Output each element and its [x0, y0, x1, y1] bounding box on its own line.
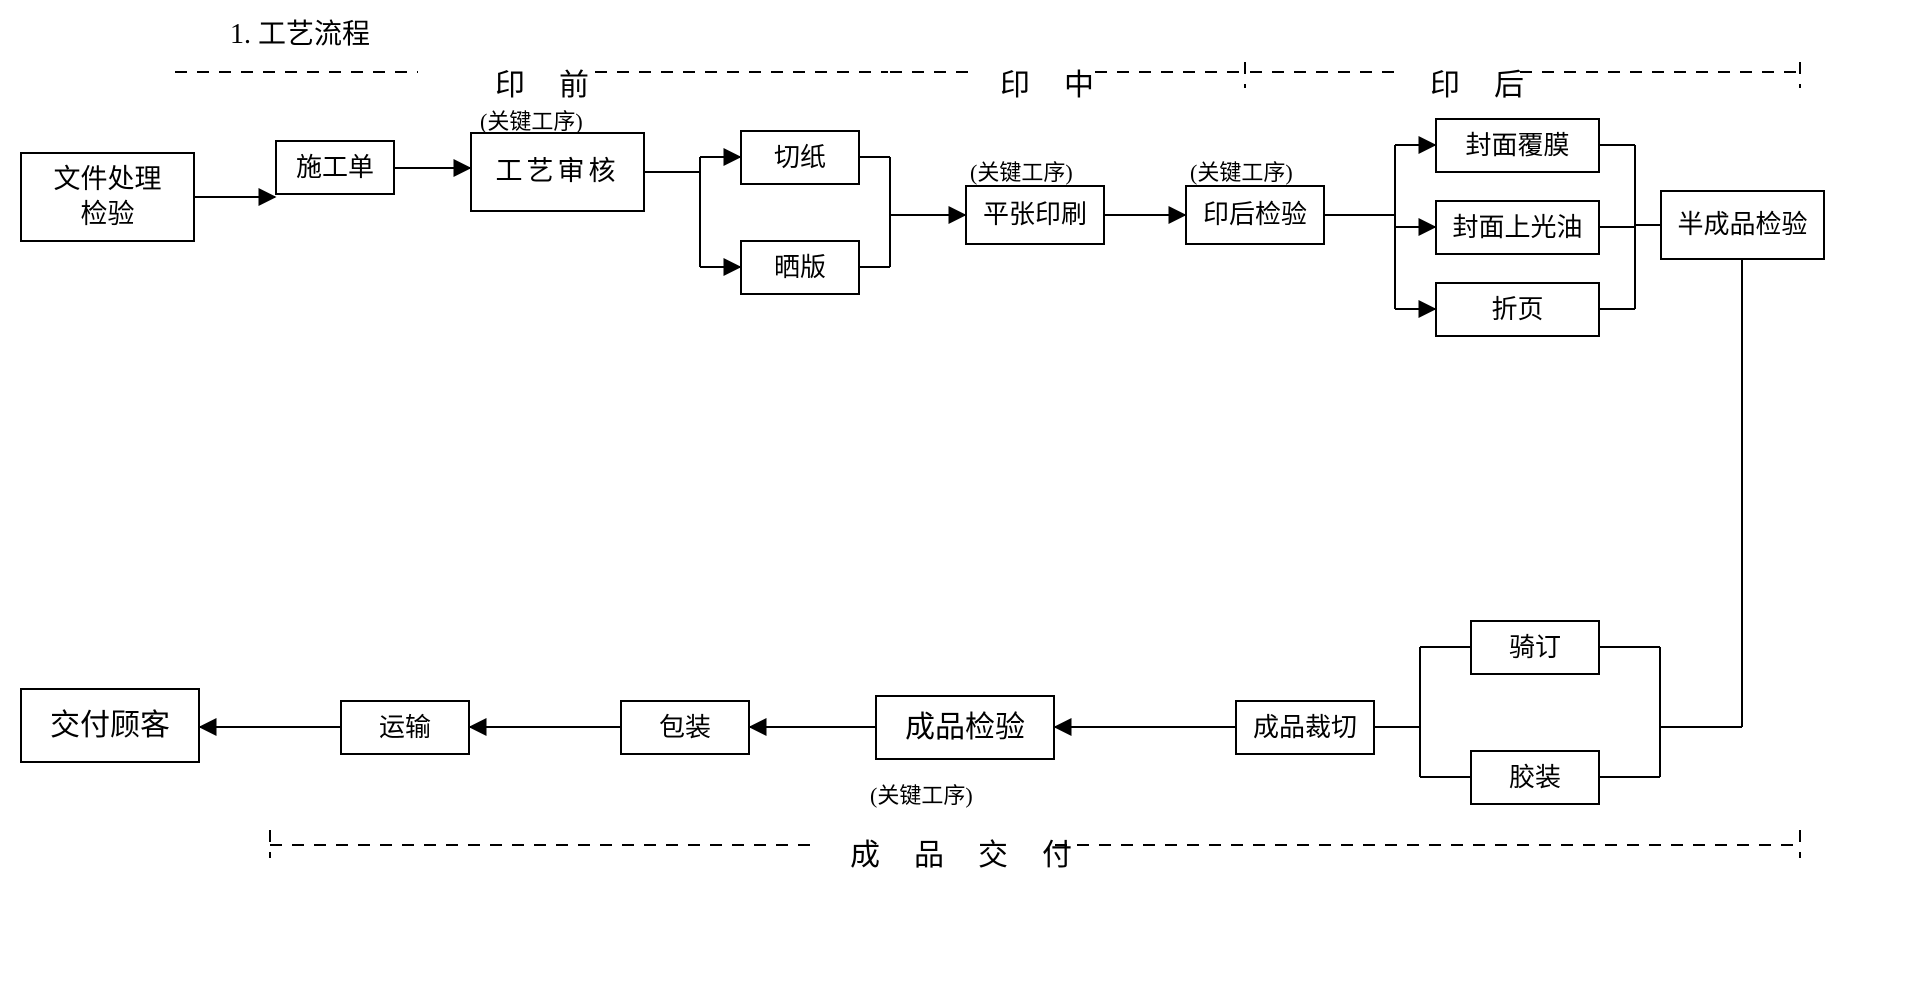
- node-label: 半成品检验: [1677, 208, 1807, 242]
- node-label: 切纸: [774, 141, 826, 175]
- node-label: 胶装: [1509, 761, 1561, 795]
- annotation-key-process-3: (关键工序): [1190, 155, 1293, 187]
- node-label: 文件处理检验: [54, 162, 162, 232]
- node-post-print-inspection: 印后检验: [1185, 185, 1325, 245]
- node-label: 交付顾客: [50, 706, 170, 745]
- node-label: 折页: [1491, 293, 1543, 327]
- node-saddle-stitch: 骑订: [1470, 620, 1600, 675]
- phase-label-prepress: 印 前: [495, 60, 591, 104]
- node-paper-cutting: 切纸: [740, 130, 860, 185]
- node-transport: 运输: [340, 700, 470, 755]
- annotation-key-process-2: (关键工序): [970, 155, 1073, 187]
- node-label: 平张印刷: [983, 198, 1087, 232]
- node-label: 印后检验: [1203, 198, 1307, 232]
- node-label: 晒版: [774, 251, 826, 285]
- phase-label-press: 印 中: [1000, 60, 1096, 104]
- node-label: 成品检验: [905, 708, 1025, 747]
- flowchart-canvas: 1. 工艺流程 印 前 印 中 印 后 成 品 交 付 (关键工序) (关键工序…: [0, 0, 1920, 1005]
- node-cover-varnish: 封面上光油: [1435, 200, 1600, 255]
- node-file-processing-inspection: 文件处理检验: [20, 152, 195, 242]
- node-label: 成品裁切: [1253, 711, 1357, 745]
- node-label: 运输: [379, 711, 431, 745]
- node-label: 骑订: [1509, 631, 1561, 665]
- phase-label-delivery: 成 品 交 付: [850, 830, 1074, 874]
- node-work-order: 施工单: [275, 140, 395, 195]
- node-packaging: 包装: [620, 700, 750, 755]
- node-label: 封面上光油: [1452, 211, 1582, 245]
- node-sheet-printing: 平张印刷: [965, 185, 1105, 245]
- node-perfect-binding: 胶装: [1470, 750, 1600, 805]
- node-finished-inspection: 成品检验: [875, 695, 1055, 760]
- node-folding: 折页: [1435, 282, 1600, 337]
- node-label: 施工单: [296, 151, 374, 185]
- diagram-title: 1. 工艺流程: [230, 12, 370, 52]
- node-cover-lamination: 封面覆膜: [1435, 118, 1600, 173]
- node-deliver-customer: 交付顾客: [20, 688, 200, 763]
- node-finished-cutting: 成品裁切: [1235, 700, 1375, 755]
- node-semi-finished-inspection: 半成品检验: [1660, 190, 1825, 260]
- phase-label-postpress: 印 后: [1430, 60, 1526, 104]
- node-process-review: 工艺审核: [470, 132, 645, 212]
- node-label: 封面覆膜: [1465, 129, 1569, 163]
- node-label: 包装: [659, 711, 711, 745]
- node-plate-making: 晒版: [740, 240, 860, 295]
- annotation-key-process-4: (关键工序): [870, 778, 973, 810]
- node-label: 工艺审核: [496, 154, 620, 189]
